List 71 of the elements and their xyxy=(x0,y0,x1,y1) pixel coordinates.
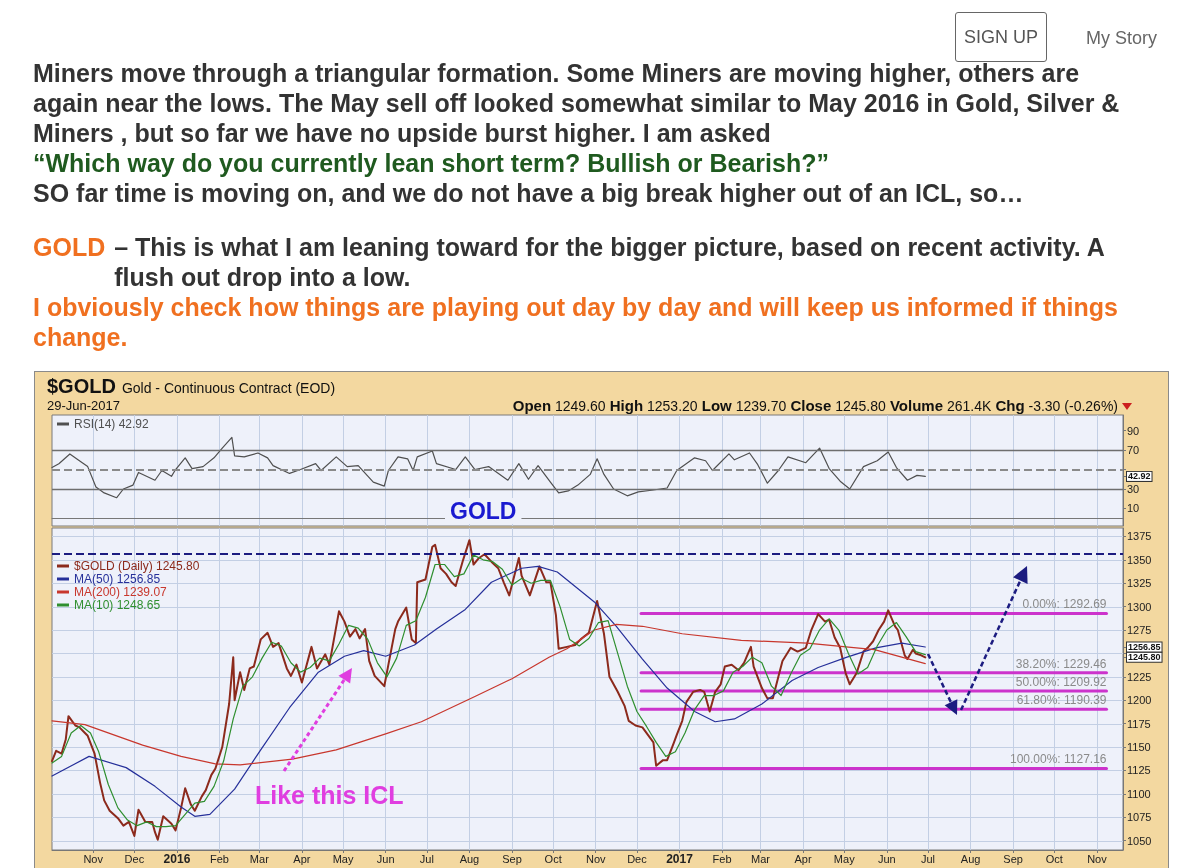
y-tick-label: 30 xyxy=(1127,483,1140,495)
chart-title: GOLD xyxy=(450,498,517,524)
x-tick-label: Mar xyxy=(249,852,270,865)
x-tick-label: May xyxy=(833,852,856,865)
text: – This is what I am leaning toward for the bigger picture, based on recent activity. A flush out drop into a low. xyxy=(113,232,1105,292)
x-tick-label: Nov xyxy=(83,852,104,865)
y-tick-label: 1175 xyxy=(1127,717,1151,730)
line-series xyxy=(51,436,926,499)
series-label: 61.80%: 1190.39 xyxy=(1016,693,1107,708)
y-tick-label: 1200 xyxy=(1127,694,1152,707)
x-tick-label: Mar xyxy=(751,852,771,865)
y-tick-label: 90 xyxy=(1127,424,1140,437)
x-tick-label: May xyxy=(332,852,354,865)
x-tick-label: Sep xyxy=(502,852,522,865)
x-tick-label: Dec xyxy=(124,852,145,865)
y-tick-label: 1150 xyxy=(1127,741,1151,754)
x-tick-label: Feb xyxy=(210,852,229,865)
legend-label: RSI(14) 42.92 xyxy=(74,417,150,431)
x-tick-label: Apr xyxy=(794,852,812,865)
text: Open 1249.60 High 1253.20 Low 1239.70 Close 1245.80 Volume 261.4K Chg -3.30 (-0.26%) xyxy=(512,397,1118,414)
x-tick-label: 2017 xyxy=(666,852,694,866)
series-label: 0.00%: 1292.69 xyxy=(1022,597,1107,612)
x-tick-label: 2016 xyxy=(163,852,191,866)
chart-subtitle: Gold - Continuous Contract (EOD) xyxy=(121,380,336,396)
x-tick-label: Nov xyxy=(585,852,607,865)
line-series xyxy=(51,623,926,766)
y-tick-label: 10 xyxy=(1127,502,1140,515)
y-tick-label: 1256.85 xyxy=(1128,642,1161,653)
x-tick-label: Jul xyxy=(419,852,434,865)
text: I obviously check how things are playing out day by day and will keep us informed if things change. xyxy=(33,292,1119,352)
text: GOLD xyxy=(33,232,106,262)
x-tick-label: Oct xyxy=(1045,852,1063,865)
series-label: 50.00%: 1209.92 xyxy=(1015,674,1107,689)
text: 29-Jun-2017 xyxy=(47,398,120,413)
y-tick-label: 1225 xyxy=(1127,670,1152,683)
y-tick-label: 1075 xyxy=(1127,811,1152,824)
series-label: 38.20%: 1229.46 xyxy=(1015,656,1107,671)
y-tick-label: 1325 xyxy=(1127,577,1152,590)
x-tick-label: Oct xyxy=(544,852,562,865)
x-tick-label: Aug xyxy=(459,852,480,865)
y-tick-label: 1275 xyxy=(1127,624,1152,637)
x-tick-label: Dec xyxy=(627,852,648,865)
y-tick-label: 42.92 xyxy=(1128,471,1151,482)
y-tick-label: 1125 xyxy=(1127,764,1151,777)
y-tick-label: 1375 xyxy=(1127,530,1152,543)
x-tick-label: Jun xyxy=(877,852,896,865)
y-tick-label: 1100 xyxy=(1127,787,1151,800)
y-tick-label: 1300 xyxy=(1127,600,1152,613)
x-tick-label: Jun xyxy=(376,852,395,865)
y-tick-label: 1245.80 xyxy=(1128,652,1161,663)
annotation: Like this ICL xyxy=(255,780,404,809)
text: My Story xyxy=(1086,28,1158,49)
legend-label: MA(10) 1248.65 xyxy=(74,598,161,612)
x-tick-label: Aug xyxy=(960,852,981,865)
legend-label: MA(50) 1256.85 xyxy=(74,572,161,586)
y-tick-label: 1350 xyxy=(1127,553,1152,566)
x-tick-label: Jul xyxy=(920,852,936,865)
y-tick-label: 70 xyxy=(1127,444,1140,457)
text: “Which way do you currently lean short term? Bullish or Bearish?” xyxy=(33,148,830,178)
x-tick-label: Nov xyxy=(1087,852,1108,865)
text: SO far time is moving on, and we do not have a big break higher out of an ICL, so… xyxy=(33,178,1025,208)
text: SIGN UP xyxy=(963,26,1038,47)
chart-title: $GOLD xyxy=(47,375,116,397)
legend-label: MA(200) 1239.07 xyxy=(74,585,168,599)
y-tick-label: 1050 xyxy=(1127,834,1152,847)
x-tick-label: Sep xyxy=(1003,852,1023,865)
x-tick-label: Apr xyxy=(293,852,311,865)
text: Miners move through a triangular formation. Some Miners are moving higher, others are again near the lows. The May sell off looked somewhat similar to May 2016 in Gold, Silver & Miners , but so far we have no upside burst higher. I am asked xyxy=(33,58,1121,148)
series-label: 100.00%: 1127.16 xyxy=(1009,752,1107,767)
x-tick-label: Feb xyxy=(712,852,732,865)
legend-label: $GOLD (Daily) 1245.80 xyxy=(74,559,200,573)
